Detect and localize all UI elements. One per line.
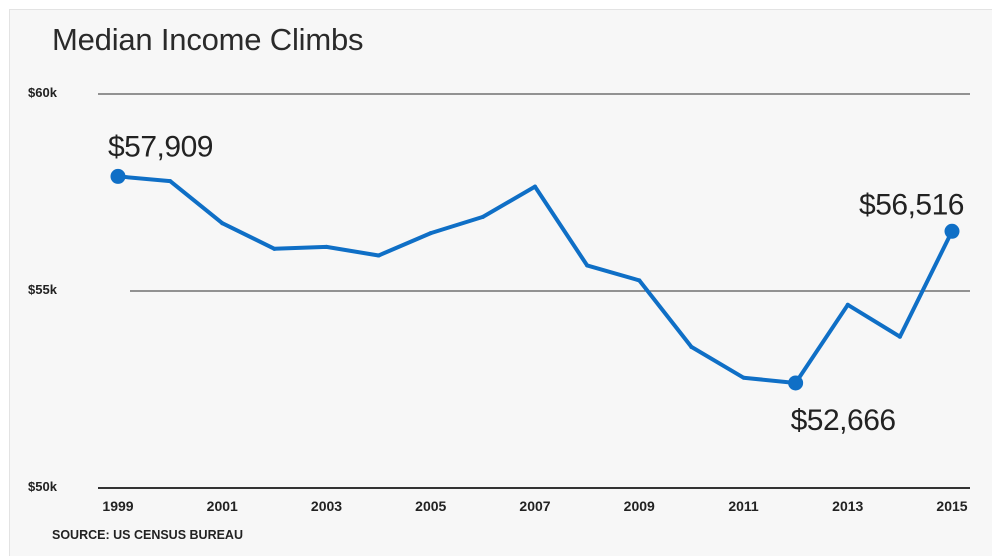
highlight-marker bbox=[110, 168, 126, 184]
value-annotation: $56,516 bbox=[859, 188, 964, 221]
data-point bbox=[533, 184, 537, 189]
chart-card bbox=[9, 9, 992, 556]
x-tick-label: 1999 bbox=[102, 498, 133, 514]
y-tick-label: $60k bbox=[28, 85, 58, 100]
highlighted-points bbox=[110, 168, 960, 391]
x-tick-label: 2005 bbox=[415, 498, 446, 514]
data-point bbox=[897, 334, 902, 339]
data-point bbox=[220, 221, 225, 226]
chart-title: Median Income Climbs bbox=[52, 22, 364, 57]
y-tick-label: $50k bbox=[28, 479, 58, 494]
data-point bbox=[168, 179, 173, 184]
data-point bbox=[585, 263, 590, 268]
x-tick-label: 2003 bbox=[311, 498, 342, 514]
gridlines bbox=[98, 93, 970, 489]
point-annotations: $57,909 $52,666 $56,516 bbox=[108, 130, 965, 437]
data-point bbox=[376, 253, 381, 258]
y-tick-label: $55k bbox=[28, 282, 58, 297]
x-tick-label: 2007 bbox=[519, 498, 550, 514]
value-annotation: $52,666 bbox=[791, 404, 896, 437]
x-tick-label: 2001 bbox=[207, 498, 238, 514]
x-tick-label: 2009 bbox=[624, 498, 655, 514]
data-point bbox=[428, 231, 433, 236]
x-axis-labels: 1999 2001 2003 2005 2007 2009 2011 2013 2015 bbox=[102, 498, 967, 514]
data-point bbox=[637, 278, 642, 283]
data-point bbox=[845, 302, 850, 307]
data-point bbox=[689, 344, 694, 349]
x-tick-label: 2015 bbox=[936, 498, 967, 514]
x-tick-label: 2013 bbox=[832, 498, 863, 514]
data-point bbox=[324, 244, 329, 249]
x-tick-label: 2011 bbox=[728, 498, 759, 514]
series-group bbox=[116, 174, 954, 385]
data-point bbox=[741, 375, 746, 380]
series-line bbox=[116, 174, 954, 385]
source-note: SOURCE: US CENSUS BUREAU bbox=[52, 528, 243, 542]
data-point bbox=[272, 246, 277, 251]
y-axis-labels: $50k $55k $60k bbox=[28, 85, 58, 494]
highlight-marker bbox=[944, 223, 960, 239]
value-annotation: $57,909 bbox=[108, 130, 213, 163]
data-point bbox=[480, 214, 485, 219]
highlight-marker bbox=[788, 375, 804, 391]
